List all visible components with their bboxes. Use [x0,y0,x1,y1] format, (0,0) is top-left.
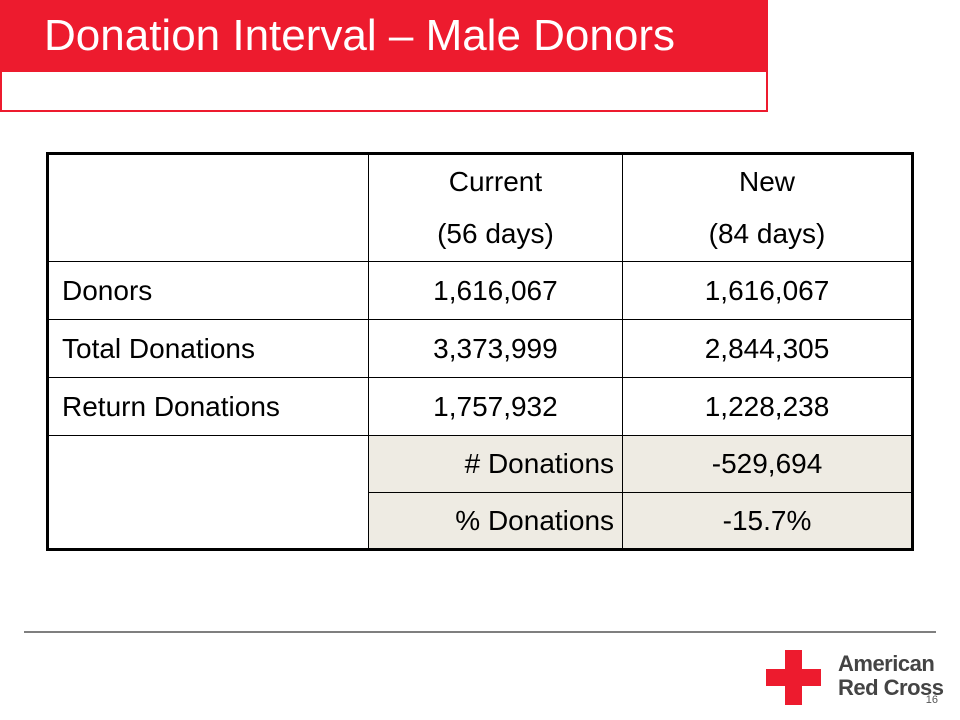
header-current-label: Current [448,166,543,197]
title-underline-box [0,72,768,112]
table-row: Return Donations 1,757,932 1,228,238 [47,377,913,436]
header-empty-cell [47,153,369,262]
row-label: Donors [47,261,369,320]
header-new-label: New [739,166,796,197]
row-current-value: 1,616,067 [367,261,624,320]
diff-label: # Donations [367,435,624,493]
header-current: Current (56 days) [367,153,624,262]
diff-empty-cell [47,435,369,550]
diff-label: % Donations [367,492,624,550]
row-label: Total Donations [47,319,369,378]
row-new-value: 1,228,238 [622,377,913,436]
donation-table: Current (56 days) New (84 days) Donors 1… [46,152,914,551]
footer-divider [24,631,936,633]
row-current-value: 1,757,932 [367,377,624,436]
diff-row: % Donations -15.7% [48,492,913,550]
diff-value: -15.7% [622,492,913,550]
diff-value: -529,694 [622,435,913,493]
table-row: Donors 1,616,067 1,616,067 [47,261,913,320]
page-number: 16 [925,694,938,706]
logo-line-2: Red Cross [838,675,944,700]
diff-row: # Donations -529,694 [47,435,913,550]
row-current-value: 3,373,999 [367,319,624,378]
table-row: Total Donations 3,373,999 2,844,305 [47,319,913,378]
logo-line-1: American [838,651,935,676]
header-current-days: (56 days) [437,218,554,249]
title-bar: Donation Interval – Male Donors [0,0,768,72]
header-new: New (84 days) [622,153,913,262]
header-new-days: (84 days) [708,218,826,249]
table-header-row: Current (56 days) New (84 days) [47,153,913,262]
slide-title: Donation Interval – Male Donors [44,11,675,60]
logo-wordmark: American Red Cross [838,652,944,700]
row-new-value: 1,616,067 [622,261,913,320]
row-new-value: 2,844,305 [622,319,913,378]
red-cross-icon [766,650,821,705]
american-red-cross-logo: American Red Cross [766,650,946,710]
row-label: Return Donations [47,377,369,436]
